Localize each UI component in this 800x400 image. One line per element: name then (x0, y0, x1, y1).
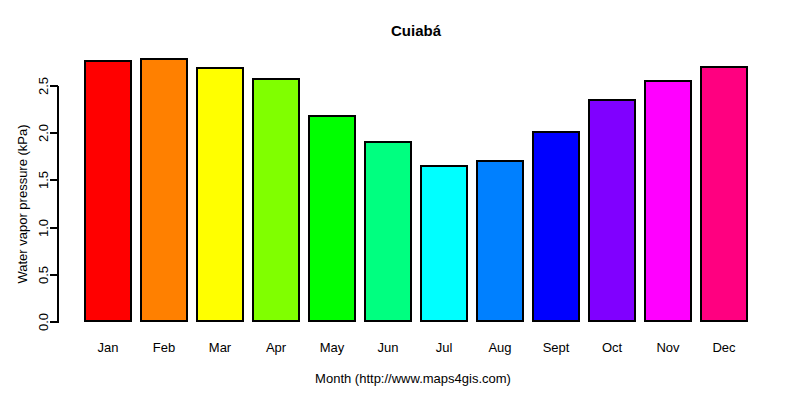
y-axis-tick-label: 2.0 (36, 124, 51, 142)
bar-sept (532, 131, 580, 322)
bar-jun (364, 141, 412, 322)
y-axis-tick (50, 132, 58, 134)
x-tick-label-mar: Mar (209, 340, 231, 355)
bar-oct (588, 99, 636, 322)
x-tick-label-jul: Jul (436, 340, 453, 355)
y-axis-title: Water vapor pressure (kPa) (15, 124, 30, 283)
bar-nov (644, 80, 692, 322)
y-axis-tick-label: 1.5 (36, 171, 51, 189)
y-axis-tick-label: 2.5 (36, 77, 51, 95)
y-axis-tick-label: 1.0 (36, 219, 51, 237)
y-axis-tick (50, 85, 58, 87)
bar-dec (700, 66, 748, 322)
x-tick-label-aug: Aug (488, 340, 511, 355)
chart-title: Cuiabá (391, 22, 441, 39)
y-axis-tick (50, 227, 58, 229)
y-axis-line (57, 86, 59, 323)
bar-may (308, 115, 356, 322)
bar-jan (84, 60, 132, 322)
x-tick-label-jun: Jun (378, 340, 399, 355)
x-tick-label-feb: Feb (153, 340, 175, 355)
chart-figure: Cuiabá Water vapor pressure (kPa) Month … (0, 0, 800, 400)
y-axis-tick (50, 179, 58, 181)
bar-mar (196, 67, 244, 322)
x-tick-label-sept: Sept (543, 340, 570, 355)
bar-aug (476, 160, 524, 322)
x-tick-label-apr: Apr (266, 340, 286, 355)
x-tick-label-dec: Dec (712, 340, 735, 355)
y-axis-tick-label: 0.0 (36, 313, 51, 331)
x-tick-label-may: May (320, 340, 345, 355)
bar-apr (252, 78, 300, 322)
bar-jul (420, 165, 468, 322)
x-tick-label-oct: Oct (602, 340, 622, 355)
x-axis-title: Month (http://www.maps4gis.com) (315, 371, 511, 386)
x-tick-label-jan: Jan (98, 340, 119, 355)
y-axis-tick (50, 321, 58, 323)
bar-feb (140, 58, 188, 322)
y-axis-tick (50, 274, 58, 276)
y-axis-tick-label: 0.5 (36, 266, 51, 284)
x-tick-label-nov: Nov (656, 340, 679, 355)
